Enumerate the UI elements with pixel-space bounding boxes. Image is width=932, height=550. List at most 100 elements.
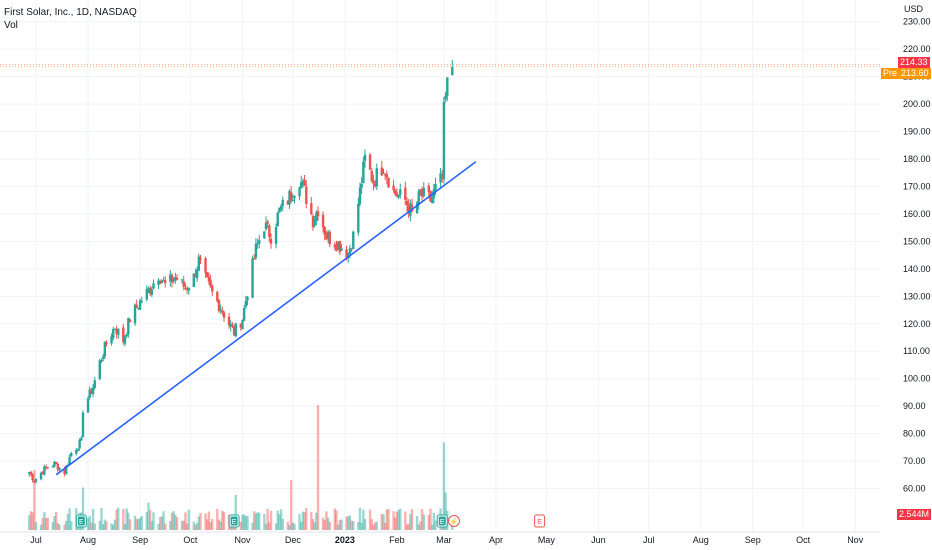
candle-body [385, 174, 389, 178]
candle-body [157, 280, 160, 285]
earnings-marker[interactable]: E [436, 514, 448, 528]
candle-body [137, 308, 140, 310]
candle-body [244, 300, 248, 307]
volume-bar [138, 517, 142, 530]
candle-body [279, 205, 283, 210]
volume-bar [135, 518, 138, 530]
candle-body [199, 258, 202, 260]
volume-bar [137, 519, 140, 530]
candle-body [195, 269, 199, 279]
candle-body [370, 170, 373, 182]
volume-bar [375, 521, 378, 530]
volume-bar [444, 492, 447, 530]
candle-body [122, 327, 125, 343]
volume-bar [410, 509, 414, 530]
candle-body [41, 472, 44, 475]
volume-bar [159, 517, 162, 530]
volume-bar [41, 518, 44, 530]
candle-body [427, 185, 431, 193]
volume-bar [207, 511, 211, 530]
candle-body [221, 310, 224, 313]
candle-body [229, 324, 232, 327]
candle-body [150, 289, 154, 295]
volume-bar [175, 517, 179, 530]
candle-body [231, 324, 234, 327]
candle-body [291, 199, 295, 201]
x-tick-label: Dec [285, 535, 302, 545]
candle-body [392, 185, 395, 191]
candle-body [217, 299, 221, 312]
volume-bar [103, 519, 107, 530]
volume-bar [256, 512, 259, 530]
earnings-marker[interactable]: E [228, 514, 240, 528]
volume-bar [194, 524, 197, 530]
volume-bar [251, 522, 254, 530]
earnings-marker[interactable]: E [534, 514, 546, 528]
volume-bar [180, 520, 184, 530]
pre-label: Pre [881, 68, 900, 79]
volume-bar [407, 523, 410, 530]
volume-bar [221, 510, 224, 530]
volume-value-tag: 2.544M [897, 509, 932, 520]
volume-bar [197, 516, 201, 530]
candle-body [159, 280, 162, 284]
volume-bar [242, 514, 246, 530]
volume-bar [345, 516, 348, 530]
volume-bar [382, 514, 385, 530]
candle-body [363, 154, 367, 161]
trendline[interactable] [55, 161, 477, 476]
volume-bar [122, 509, 125, 530]
candle-body [430, 196, 434, 203]
volume-bar [174, 514, 177, 530]
volume-bar [53, 516, 56, 530]
candle-body [68, 457, 71, 465]
event-markers[interactable]: E E E ⚡ E [75, 514, 546, 528]
volume-bar [81, 487, 85, 530]
candle-body [348, 248, 352, 254]
volume-bar [427, 514, 431, 530]
volume-bar [182, 520, 185, 530]
volume-bar [357, 521, 360, 530]
candle-body [182, 281, 185, 287]
candle-body [145, 288, 148, 300]
volume-bar [115, 509, 118, 530]
y-tick-label: 150.00 [903, 236, 931, 246]
candle-body [93, 380, 96, 388]
volume-bar [43, 512, 46, 530]
volume-bar [333, 508, 337, 530]
volume-bar [432, 512, 436, 530]
volume-bar [313, 522, 316, 530]
news-flash-icon[interactable]: ⚡ [447, 515, 460, 527]
candle-body [405, 200, 409, 206]
candle-body [98, 360, 101, 380]
y-tick-label: 120.00 [903, 319, 931, 329]
volume-bar [29, 511, 33, 530]
candle-body [53, 461, 56, 467]
candle-body [289, 192, 293, 201]
volume-bar [44, 518, 48, 530]
candle-body [105, 342, 108, 344]
y-tick-label: 200.00 [903, 99, 931, 109]
candle-body [241, 320, 244, 330]
volume-bar [88, 515, 91, 530]
candle-body [446, 77, 449, 97]
volume-bar [373, 522, 377, 530]
candle-body [56, 464, 60, 470]
candle-body [160, 281, 164, 284]
candle-body [264, 222, 268, 230]
volume-bar [39, 524, 43, 530]
volume-bar [101, 524, 105, 530]
volume-bar [123, 523, 127, 530]
x-tick-label: Aug [693, 535, 709, 545]
volume-bar [145, 512, 148, 530]
candle-body [373, 184, 377, 187]
volume-bar [274, 523, 278, 530]
volume-bar [133, 515, 137, 530]
candle-body [194, 274, 197, 278]
candle-body [115, 328, 118, 334]
candle-body [246, 296, 249, 301]
volume-bar [276, 510, 279, 530]
candle-body [360, 184, 363, 188]
earnings-marker[interactable]: E [75, 514, 87, 528]
